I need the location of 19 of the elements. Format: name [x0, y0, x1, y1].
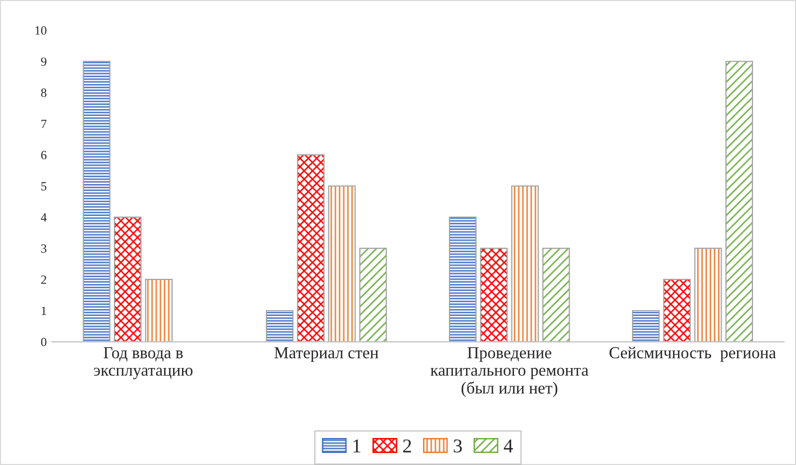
y-tick-label: 6 [41, 150, 47, 160]
y-tick-label: 0 [41, 338, 46, 346]
x-tick-label: Материал стен [274, 347, 378, 362]
x-tick-label: Проведение капитального ремонта (был или нет) [430, 347, 588, 398]
legend-label: 3 [454, 439, 462, 453]
legend-label: 2 [403, 439, 411, 452]
y-tick-label: 1 [42, 306, 46, 315]
legend-label: 4 [504, 440, 513, 452]
y-tick-label: 5 [41, 182, 46, 190]
y-tick-label: 9 [41, 57, 46, 66]
y-tick-label: 7 [41, 120, 47, 128]
x-tick-label: Сейсмичность региона [610, 346, 776, 362]
x-tick-label: Год ввода в эксплуатацию [94, 347, 192, 380]
legend-label: 1 [354, 439, 360, 452]
y-tick-label: 2 [41, 276, 46, 284]
y-tick-label: 8 [41, 88, 46, 97]
y-tick-label: 4 [40, 213, 47, 222]
y-tick-label: 3 [41, 244, 46, 253]
y-tick-label: 10 [35, 26, 46, 35]
